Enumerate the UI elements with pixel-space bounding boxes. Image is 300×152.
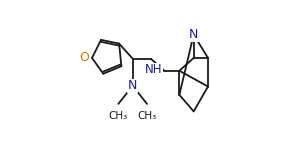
Text: O: O <box>80 51 89 64</box>
Text: CH₃: CH₃ <box>109 111 128 121</box>
Text: N: N <box>128 79 137 92</box>
Text: NH: NH <box>145 64 163 76</box>
Text: CH₃: CH₃ <box>137 111 157 121</box>
Text: N: N <box>189 28 198 41</box>
